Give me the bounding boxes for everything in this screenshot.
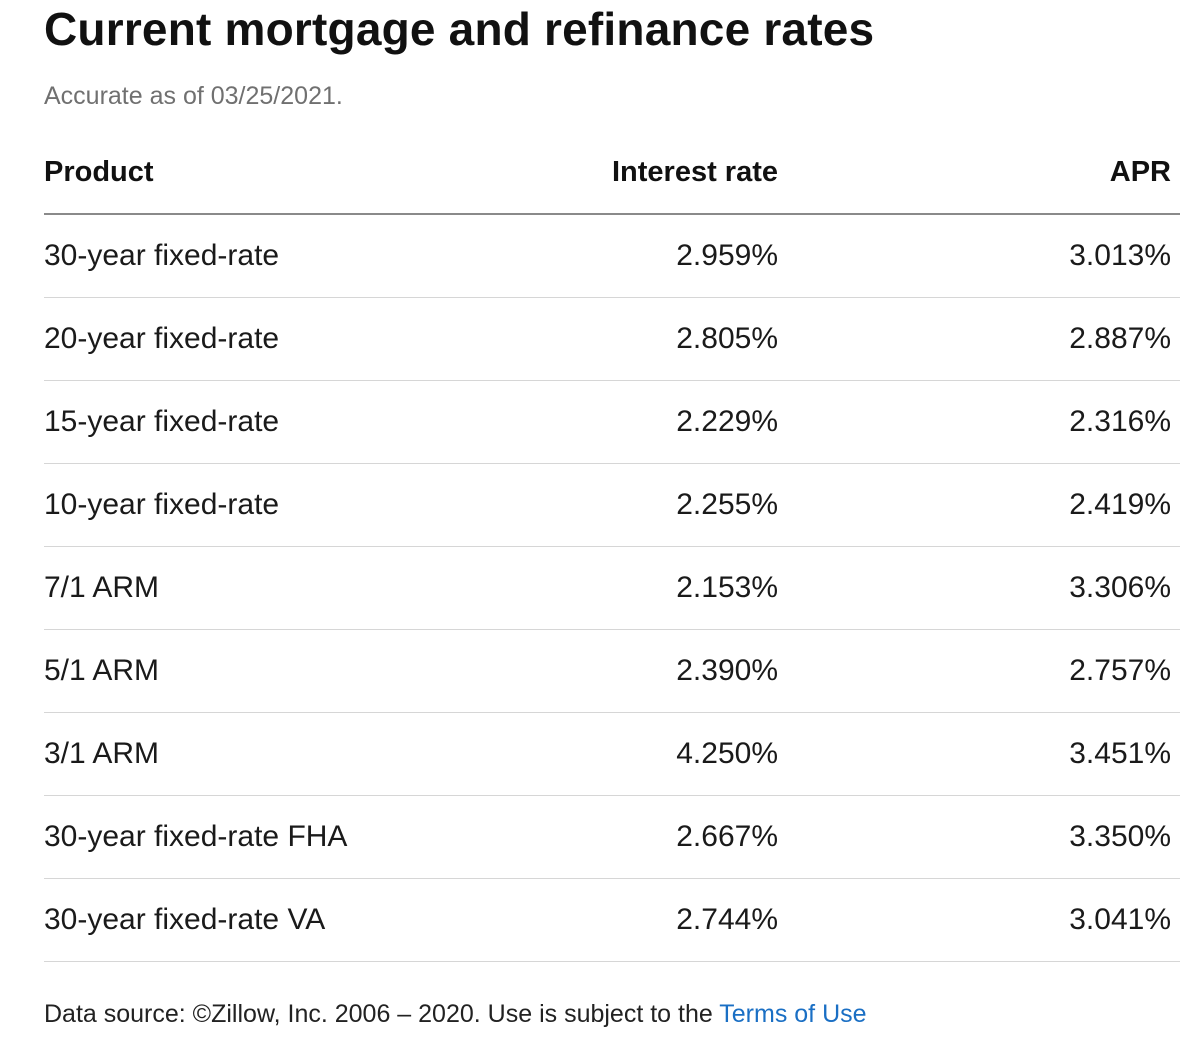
product-cell: 5/1 ARM — [44, 629, 424, 713]
rates-table: Product Interest rate APR 30-year fixed-… — [44, 131, 1180, 962]
header-apr: APR — [778, 131, 1180, 215]
table-row: 10-year fixed-rate 2.255% 2.419% — [44, 463, 1180, 547]
apr-cell: 3.306% — [778, 546, 1180, 630]
interest-rate-cell: 2.959% — [424, 214, 778, 298]
apr-cell: 3.350% — [778, 795, 1180, 879]
table-row: 15-year fixed-rate 2.229% 2.316% — [44, 380, 1180, 464]
table-row: 20-year fixed-rate 2.805% 2.887% — [44, 297, 1180, 381]
apr-cell: 3.451% — [778, 712, 1180, 796]
data-source-footer: Data source: ©Zillow, Inc. 2006 – 2020. … — [44, 998, 867, 1030]
interest-rate-cell: 2.805% — [424, 297, 778, 381]
product-cell: 7/1 ARM — [44, 546, 424, 630]
header-interest-rate: Interest rate — [424, 131, 778, 215]
accuracy-date: Accurate as of 03/25/2021. — [44, 82, 343, 110]
interest-rate-cell: 2.229% — [424, 380, 778, 464]
table-row: 7/1 ARM 2.153% 3.306% — [44, 546, 1180, 630]
header-product: Product — [44, 131, 424, 215]
product-cell: 20-year fixed-rate — [44, 297, 424, 381]
apr-cell: 3.013% — [778, 214, 1180, 298]
interest-rate-cell: 4.250% — [424, 712, 778, 796]
product-cell: 30-year fixed-rate FHA — [44, 795, 424, 879]
interest-rate-cell: 2.744% — [424, 878, 778, 962]
interest-rate-cell: 2.153% — [424, 546, 778, 630]
table-row: 30-year fixed-rate 2.959% 3.013% — [44, 214, 1180, 298]
product-cell: 30-year fixed-rate VA — [44, 878, 424, 962]
apr-cell: 3.041% — [778, 878, 1180, 962]
terms-of-use-link[interactable]: Terms of Use — [719, 1000, 867, 1028]
apr-cell: 2.757% — [778, 629, 1180, 713]
apr-cell: 2.316% — [778, 380, 1180, 464]
apr-cell: 2.887% — [778, 297, 1180, 381]
page-title: Current mortgage and refinance rates — [44, 3, 875, 55]
interest-rate-cell: 2.390% — [424, 629, 778, 713]
table-row: 5/1 ARM 2.390% 2.757% — [44, 629, 1180, 713]
data-source-text: Data source: ©Zillow, Inc. 2006 – 2020. … — [44, 1000, 720, 1028]
product-cell: 30-year fixed-rate — [44, 214, 424, 298]
apr-cell: 2.419% — [778, 463, 1180, 547]
interest-rate-cell: 2.667% — [424, 795, 778, 879]
table-row: 30-year fixed-rate VA 2.744% 3.041% — [44, 878, 1180, 962]
product-cell: 15-year fixed-rate — [44, 380, 424, 464]
table-header-row: Product Interest rate APR — [44, 131, 1180, 215]
product-cell: 3/1 ARM — [44, 712, 424, 796]
interest-rate-cell: 2.255% — [424, 463, 778, 547]
table-row: 30-year fixed-rate FHA 2.667% 3.350% — [44, 795, 1180, 879]
table-row: 3/1 ARM 4.250% 3.451% — [44, 712, 1180, 796]
product-cell: 10-year fixed-rate — [44, 463, 424, 547]
